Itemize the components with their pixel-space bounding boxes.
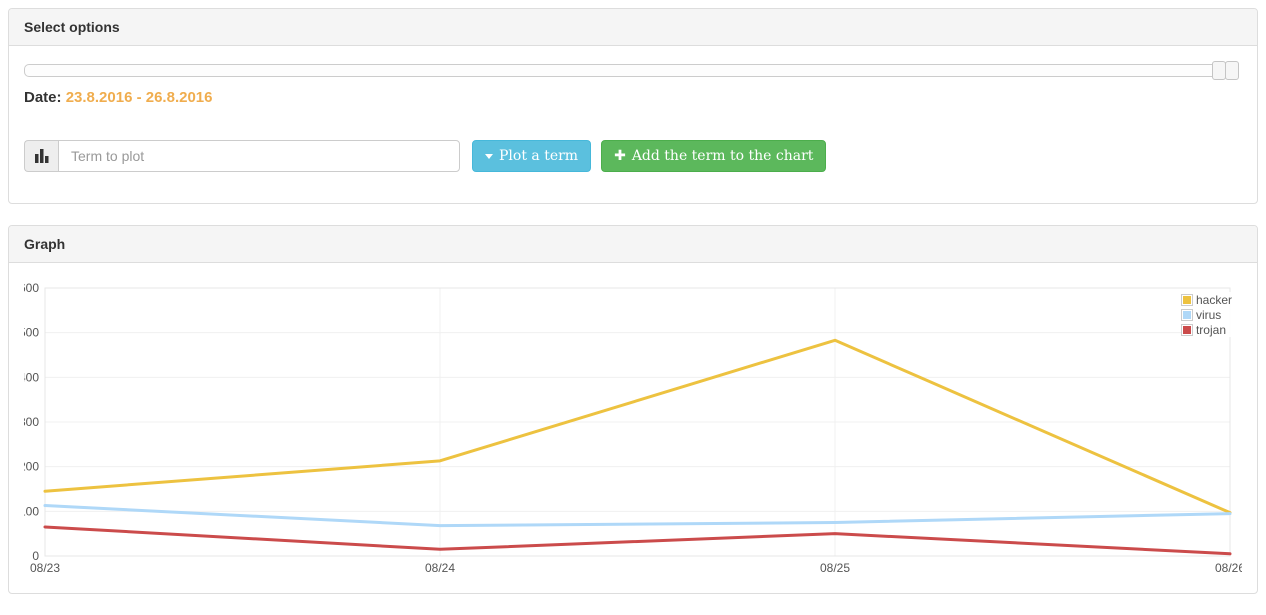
graph-title: Graph: [24, 236, 66, 252]
date-range-slider[interactable]: [24, 61, 1242, 80]
caret-down-icon: [485, 153, 493, 159]
plus-icon: ✚: [614, 148, 626, 164]
term-row: Plot a term ✚ Add the term to the chart: [24, 140, 1242, 188]
y-tick-label: 300: [24, 415, 39, 429]
legend-item-virus: virus: [1180, 307, 1232, 322]
x-tick-label: 08/23: [30, 561, 60, 575]
graph-header: Graph: [9, 226, 1257, 263]
slider-handle-end[interactable]: [1225, 61, 1239, 80]
legend-label: hacker: [1195, 292, 1232, 307]
legend-label: trojan: [1195, 322, 1226, 337]
legend-swatch: [1180, 308, 1193, 321]
series-line-virus: [43, 504, 1232, 528]
plot-term-button-label: Plot a term: [499, 148, 579, 164]
select-options-panel: Select options Date: 23.8.2016 - 26.8.20…: [8, 8, 1258, 204]
slider-track[interactable]: [24, 64, 1239, 77]
y-tick-label: 100: [24, 504, 39, 518]
y-tick-label: 400: [24, 370, 39, 384]
x-tick-label: 08/26: [1215, 561, 1242, 575]
x-tick-label: 08/24: [425, 561, 455, 575]
plot-border: [44, 287, 1231, 557]
select-options-title: Select options: [24, 19, 120, 35]
y-tick-label: 600: [24, 281, 39, 295]
legend-swatch: [1180, 293, 1193, 306]
legend-label: virus: [1195, 307, 1222, 322]
term-input-group: [24, 140, 460, 172]
select-options-header: Select options: [9, 9, 1257, 46]
bar-chart-icon: [24, 140, 58, 172]
chart-svg: 0 100 200 300 400 500 600 08/23 08/24 08/25 08/26: [24, 281, 1242, 575]
date-range-value: 23.8.2016 - 26.8.2016: [65, 89, 213, 106]
date-label: Date:: [24, 89, 62, 106]
legend-swatch: [1180, 323, 1193, 336]
term-input[interactable]: [58, 140, 460, 172]
select-options-body: Date: 23.8.2016 - 26.8.2016 Plot a term: [9, 46, 1257, 203]
legend-item-hacker: hacker: [1180, 292, 1232, 307]
y-tick-label: 0: [32, 549, 39, 563]
series-line-trojan: [43, 525, 1232, 556]
date-line: Date: 23.8.2016 - 26.8.2016: [24, 89, 1242, 106]
slider-handle-start[interactable]: [1212, 61, 1226, 80]
graph-panel: Graph 0 100 200 300 400 500 600 08/23 08/24 08/25…: [8, 225, 1258, 594]
y-tick-label: 200: [24, 460, 39, 474]
graph-body: 010020030040050060008/2308/2408/2508/26 …: [9, 263, 1257, 593]
line-chart: 010020030040050060008/2308/2408/2508/26 …: [24, 278, 1242, 578]
x-tick-label: 08/25: [820, 561, 850, 575]
plot-term-button[interactable]: Plot a term: [472, 140, 592, 172]
add-term-button[interactable]: ✚ Add the term to the chart: [601, 140, 827, 172]
series-line-hacker: [43, 338, 1232, 515]
chart-legend: hacker virus trojan: [1180, 292, 1232, 337]
y-tick-label: 500: [24, 326, 39, 340]
legend-item-trojan: trojan: [1180, 322, 1232, 337]
add-term-button-label: Add the term to the chart: [631, 148, 814, 164]
